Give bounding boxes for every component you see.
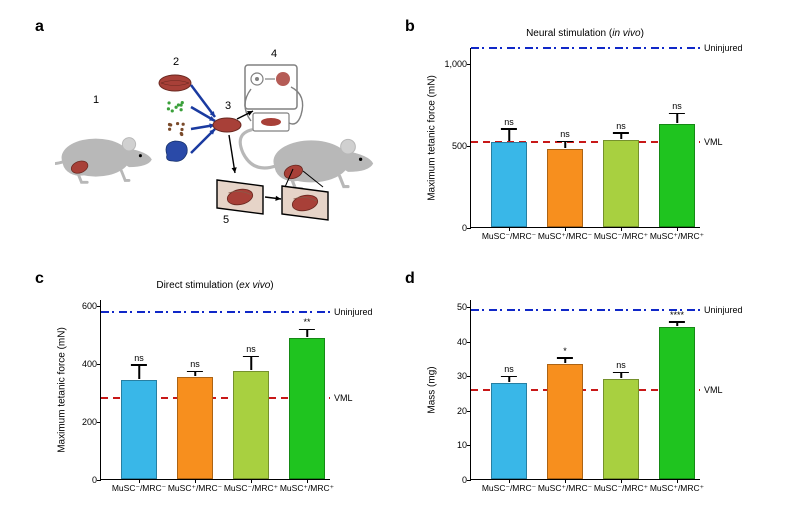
chart-c: Direct stimulation (ex vivo) 0200400600Un… [50,280,370,500]
significance-label: ns [672,101,682,111]
bar: ns [121,380,157,479]
chart-b: Neural stimulation (in vivo) 05001,000Uni… [420,28,740,248]
experiment-diagram: 1 2 3 4 5 [55,45,385,240]
reference-label: VML [330,393,353,403]
panel-label-d: d [405,270,415,288]
y-axis-label: Maximum tetanic force (mN) [57,300,68,480]
svg-text:4: 4 [271,48,277,60]
reference-line [471,47,700,49]
reference-label: Uninjured [700,305,743,315]
bar: ns [659,124,695,227]
panel-label-c: c [35,270,44,288]
chart-title: Direct stimulation (ex vivo) [100,280,330,291]
y-axis-label: Mass (mg) [427,300,438,480]
significance-label: ns [616,121,626,131]
significance-label: ns [616,360,626,370]
bar: ns [491,142,527,227]
significance-label: ns [246,344,256,354]
significance-label: ** [303,317,310,327]
reference-line [471,309,700,311]
svg-text:5: 5 [223,214,229,226]
chart-d: 01020304050UninjuredVMLnsMuSC⁻/MRC⁻*MuSC… [420,280,740,500]
bar: ns [547,149,583,227]
svg-text:1: 1 [93,94,99,106]
reference-label: VML [700,137,723,147]
significance-label: ns [134,353,144,363]
plot-area: 05001,000UninjuredVMLnsMuSC⁻/MRC⁻nsMuSC⁺… [470,48,700,228]
reference-line [101,311,330,313]
bar: ns [603,379,639,479]
bar: ns [233,371,269,479]
chart-title: Neural stimulation (in vivo) [470,28,700,39]
plot-area: 0200400600UninjuredVMLnsMuSC⁻/MRC⁻nsMuSC… [100,300,330,480]
bar: **** [659,327,695,479]
significance-label: ns [504,364,514,374]
bar: * [547,364,583,479]
plot-area: 01020304050UninjuredVMLnsMuSC⁻/MRC⁻*MuSC… [470,300,700,480]
panel-label-b: b [405,18,415,36]
reference-label: Uninjured [330,307,373,317]
y-axis-label: Maximum tetanic force (mN) [427,48,438,228]
svg-text:2: 2 [173,56,179,68]
reference-label: Uninjured [700,43,743,53]
bar: ns [603,140,639,227]
significance-label: ns [560,129,570,139]
significance-label: ns [504,117,514,127]
reference-label: VML [700,385,723,395]
svg-text:3: 3 [225,100,231,112]
significance-label: ns [190,359,200,369]
significance-label: **** [670,310,684,320]
bar: ns [491,383,527,479]
bar: ns [177,377,213,479]
panel-label-a: a [35,18,44,36]
bar: ** [289,338,325,479]
significance-label: * [563,346,567,356]
